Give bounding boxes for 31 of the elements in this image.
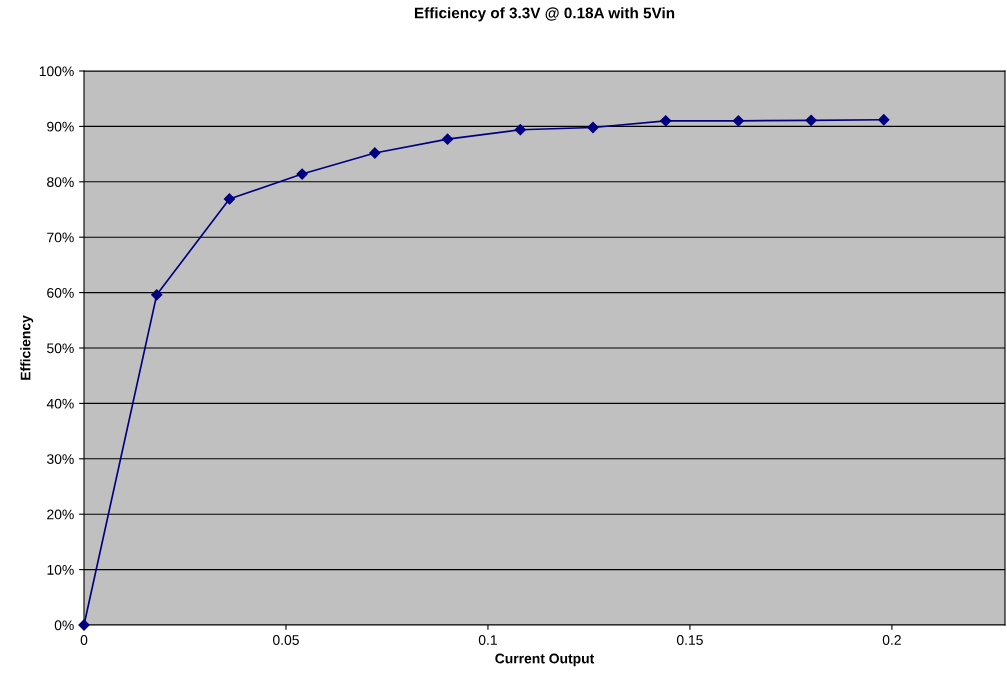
point [369,147,381,159]
point [587,121,599,134]
x-axis-title: Current Output [495,653,595,667]
point [151,289,163,301]
point [805,114,817,126]
point [732,115,744,127]
point [660,115,672,127]
point [441,133,454,145]
point [223,193,236,205]
y-tick-label: 10% [47,564,74,575]
y-tick-label: 100% [39,66,74,77]
y-tick-label: 0% [54,620,74,631]
chart-title: Efficiency of 3.3V @ 0.18A with 5Vin [414,7,675,22]
y-tick-label: 40% [46,398,74,409]
point [514,124,526,136]
x-tick-label: 0.2 [882,635,901,645]
y-tick-label: 30% [47,454,74,464]
x-tick-label: 0.05 [273,635,299,645]
y-tick-label: 80% [47,177,74,187]
y-tick-label: 20% [47,509,74,520]
y-tick-label: 60% [47,287,74,298]
x-tick-label: 0.1 [478,635,497,645]
y-tick-label: 90% [47,121,74,132]
point [878,114,890,126]
y-axis-title: Efficiency [20,315,34,380]
y-tick-label: 70% [47,232,74,243]
point [296,168,308,180]
x-tick-label: 0 [80,635,88,645]
x-tick-label: 0.15 [676,635,703,645]
point [78,619,90,631]
y-tick-label: 50% [47,343,74,354]
